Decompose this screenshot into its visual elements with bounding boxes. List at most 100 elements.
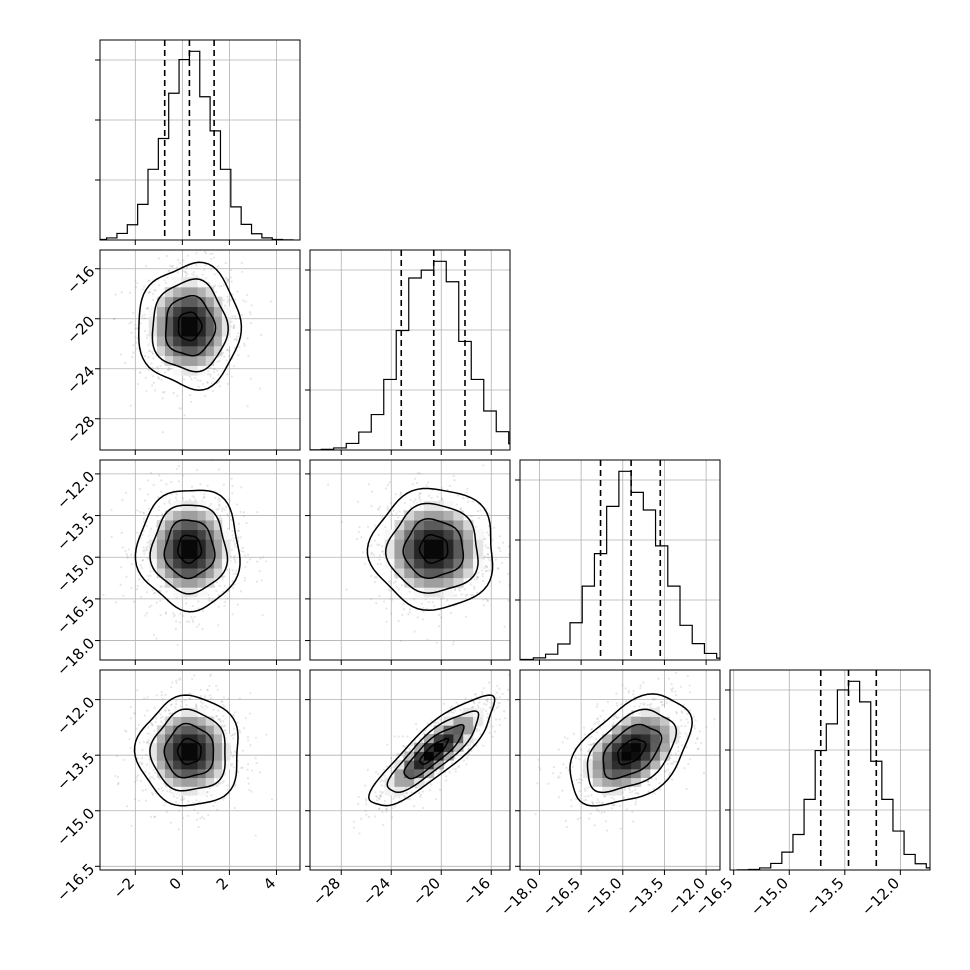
density-cell	[404, 777, 415, 787]
sample-point	[217, 497, 220, 500]
density-cell	[165, 568, 174, 579]
sample-point	[402, 603, 405, 606]
sample-point	[209, 674, 212, 678]
density-cell	[189, 306, 198, 317]
density-cell	[181, 296, 190, 308]
sample-point	[236, 770, 240, 774]
sample-point	[233, 806, 236, 810]
sample-point	[150, 527, 153, 530]
sample-point	[168, 269, 171, 272]
sample-point	[154, 720, 157, 724]
sample-point	[208, 599, 211, 602]
sample-point	[427, 601, 430, 604]
sample-point	[230, 375, 233, 378]
density-cell	[394, 539, 405, 550]
sample-point	[203, 695, 207, 698]
sample-point	[120, 566, 123, 569]
density-cell	[404, 568, 415, 579]
density-cell	[404, 768, 415, 779]
sample-point	[233, 554, 236, 558]
sample-point	[203, 269, 206, 272]
density-cell	[189, 768, 198, 779]
panel-3-1	[305, 669, 511, 875]
sample-point	[463, 588, 466, 591]
density-cell	[165, 742, 174, 752]
density-cell	[148, 742, 158, 752]
sample-point	[430, 783, 433, 786]
sample-point	[138, 741, 141, 744]
sample-point	[161, 722, 164, 725]
sample-point	[230, 298, 233, 301]
density-cell	[463, 568, 474, 579]
sample-point	[414, 722, 418, 726]
sample-point	[486, 599, 490, 603]
sample-point	[171, 792, 174, 795]
sample-point	[390, 816, 394, 819]
sample-point	[192, 620, 195, 623]
sample-point	[429, 724, 433, 727]
sample-point	[234, 298, 237, 301]
density-cell	[165, 355, 174, 366]
sample-point	[226, 382, 229, 385]
sample-point	[187, 800, 190, 803]
sample-point	[161, 397, 164, 400]
sample-point	[450, 611, 453, 615]
sample-point	[183, 414, 186, 417]
sample-point	[135, 347, 138, 350]
sample-point	[373, 539, 377, 542]
sample-point	[465, 491, 468, 494]
density-cell	[433, 520, 444, 531]
density-cell	[156, 306, 166, 317]
sample-point	[125, 575, 128, 579]
sample-point	[244, 717, 247, 720]
sample-point	[415, 481, 419, 485]
sample-point	[148, 606, 151, 609]
sample-point	[123, 758, 126, 762]
density-cell	[423, 539, 435, 550]
sample-point	[224, 276, 228, 280]
sample-point	[120, 291, 123, 294]
sample-point	[433, 605, 436, 608]
sample-point	[465, 763, 468, 766]
sample-point	[222, 483, 225, 486]
sample-point	[221, 575, 225, 578]
sample-point	[245, 521, 248, 525]
sample-point	[176, 643, 179, 647]
sample-point	[206, 484, 209, 487]
sample-point	[136, 584, 139, 588]
density-cell	[156, 768, 166, 779]
density-cell	[156, 548, 166, 559]
sample-point	[486, 552, 490, 556]
sample-point	[498, 723, 501, 727]
sample-point	[115, 601, 118, 604]
sample-point	[352, 820, 355, 823]
sample-point	[142, 529, 145, 533]
sample-point	[247, 354, 250, 357]
density-cell	[165, 316, 174, 327]
sample-point	[201, 382, 205, 386]
sample-point	[246, 405, 249, 408]
sample-point	[475, 730, 478, 733]
density-cell	[156, 529, 166, 540]
sample-point	[178, 407, 181, 410]
density-cell	[213, 768, 223, 779]
sample-point	[223, 508, 226, 511]
sample-point	[161, 715, 164, 718]
sample-point	[210, 258, 213, 261]
sample-point	[203, 493, 206, 496]
sample-point	[482, 464, 485, 467]
density-cell	[433, 760, 444, 770]
sample-point	[375, 794, 378, 797]
sample-point	[218, 718, 221, 721]
sample-point	[403, 744, 406, 748]
sample-point	[110, 508, 113, 512]
sample-point	[376, 772, 380, 776]
density-cell	[404, 539, 415, 550]
sample-point	[161, 789, 164, 792]
sample-point	[221, 781, 224, 784]
sample-point	[135, 776, 138, 779]
sample-point	[234, 572, 238, 576]
sample-point	[212, 708, 215, 712]
sample-point	[208, 787, 211, 790]
sample-point	[382, 823, 385, 827]
